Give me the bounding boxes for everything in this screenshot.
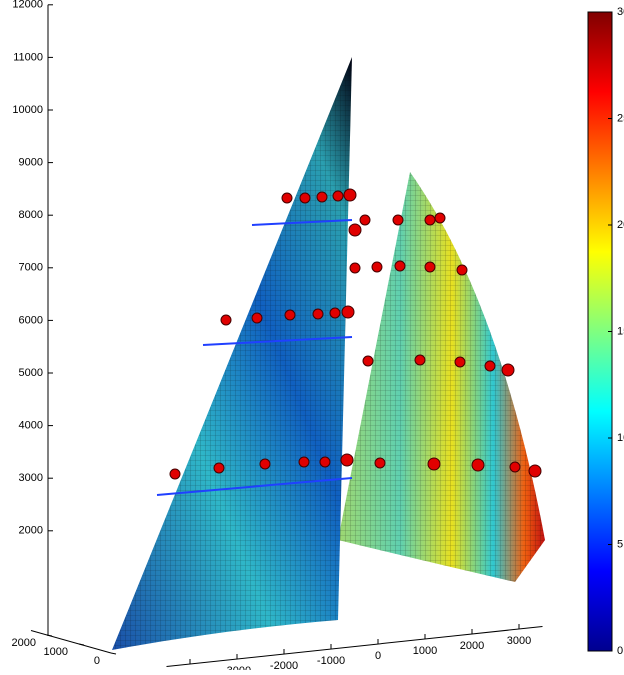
colorbar-tick-label: 30 [617,6,624,18]
colorbar-tick-label: 20 [617,219,624,231]
x-tick-label: 0 [375,650,381,662]
right-sail-mesh [338,172,545,582]
colorbar-tick-label: 0 [617,645,623,657]
x-tick-label: 2000 [460,640,484,652]
z-tick-label: 11000 [13,51,43,63]
colorbar-tick-label: 5 [617,538,623,550]
y-tick-label: 2000 [12,637,36,649]
z-tick-label: 2000 [19,525,43,537]
surfaces [112,57,545,650]
z-tick-label: 3000 [19,472,43,484]
colorbar-tick-label: 15 [617,325,624,337]
y-tick-label: 1000 [44,646,68,658]
left-sail-mesh [112,57,352,650]
x-axis [167,627,543,667]
x-tick-label: -3000 [223,665,251,670]
y-tick-label: 0 [94,655,100,667]
x-tick-label: 3000 [507,635,531,647]
z-tick-label: 5000 [19,367,43,379]
colorbar-tick-label: 25 [617,112,624,124]
x-tick-label: 1000 [413,645,437,657]
x-tick-label: -1000 [317,655,345,667]
z-tick-label: 6000 [19,314,43,326]
y-tick [79,644,84,645]
z-tick-label: 8000 [19,209,43,221]
z-tick-label: 12000 [12,0,43,11]
y-tick [111,653,116,654]
z-tick-label: 7000 [19,262,43,274]
z-tick-label: 9000 [19,157,43,169]
z-tick-label: 4000 [19,420,43,432]
colorbar-tick-label: 10 [617,432,624,444]
x-tick-label: -2000 [270,660,298,670]
z-tick-label: 10000 [12,104,43,116]
